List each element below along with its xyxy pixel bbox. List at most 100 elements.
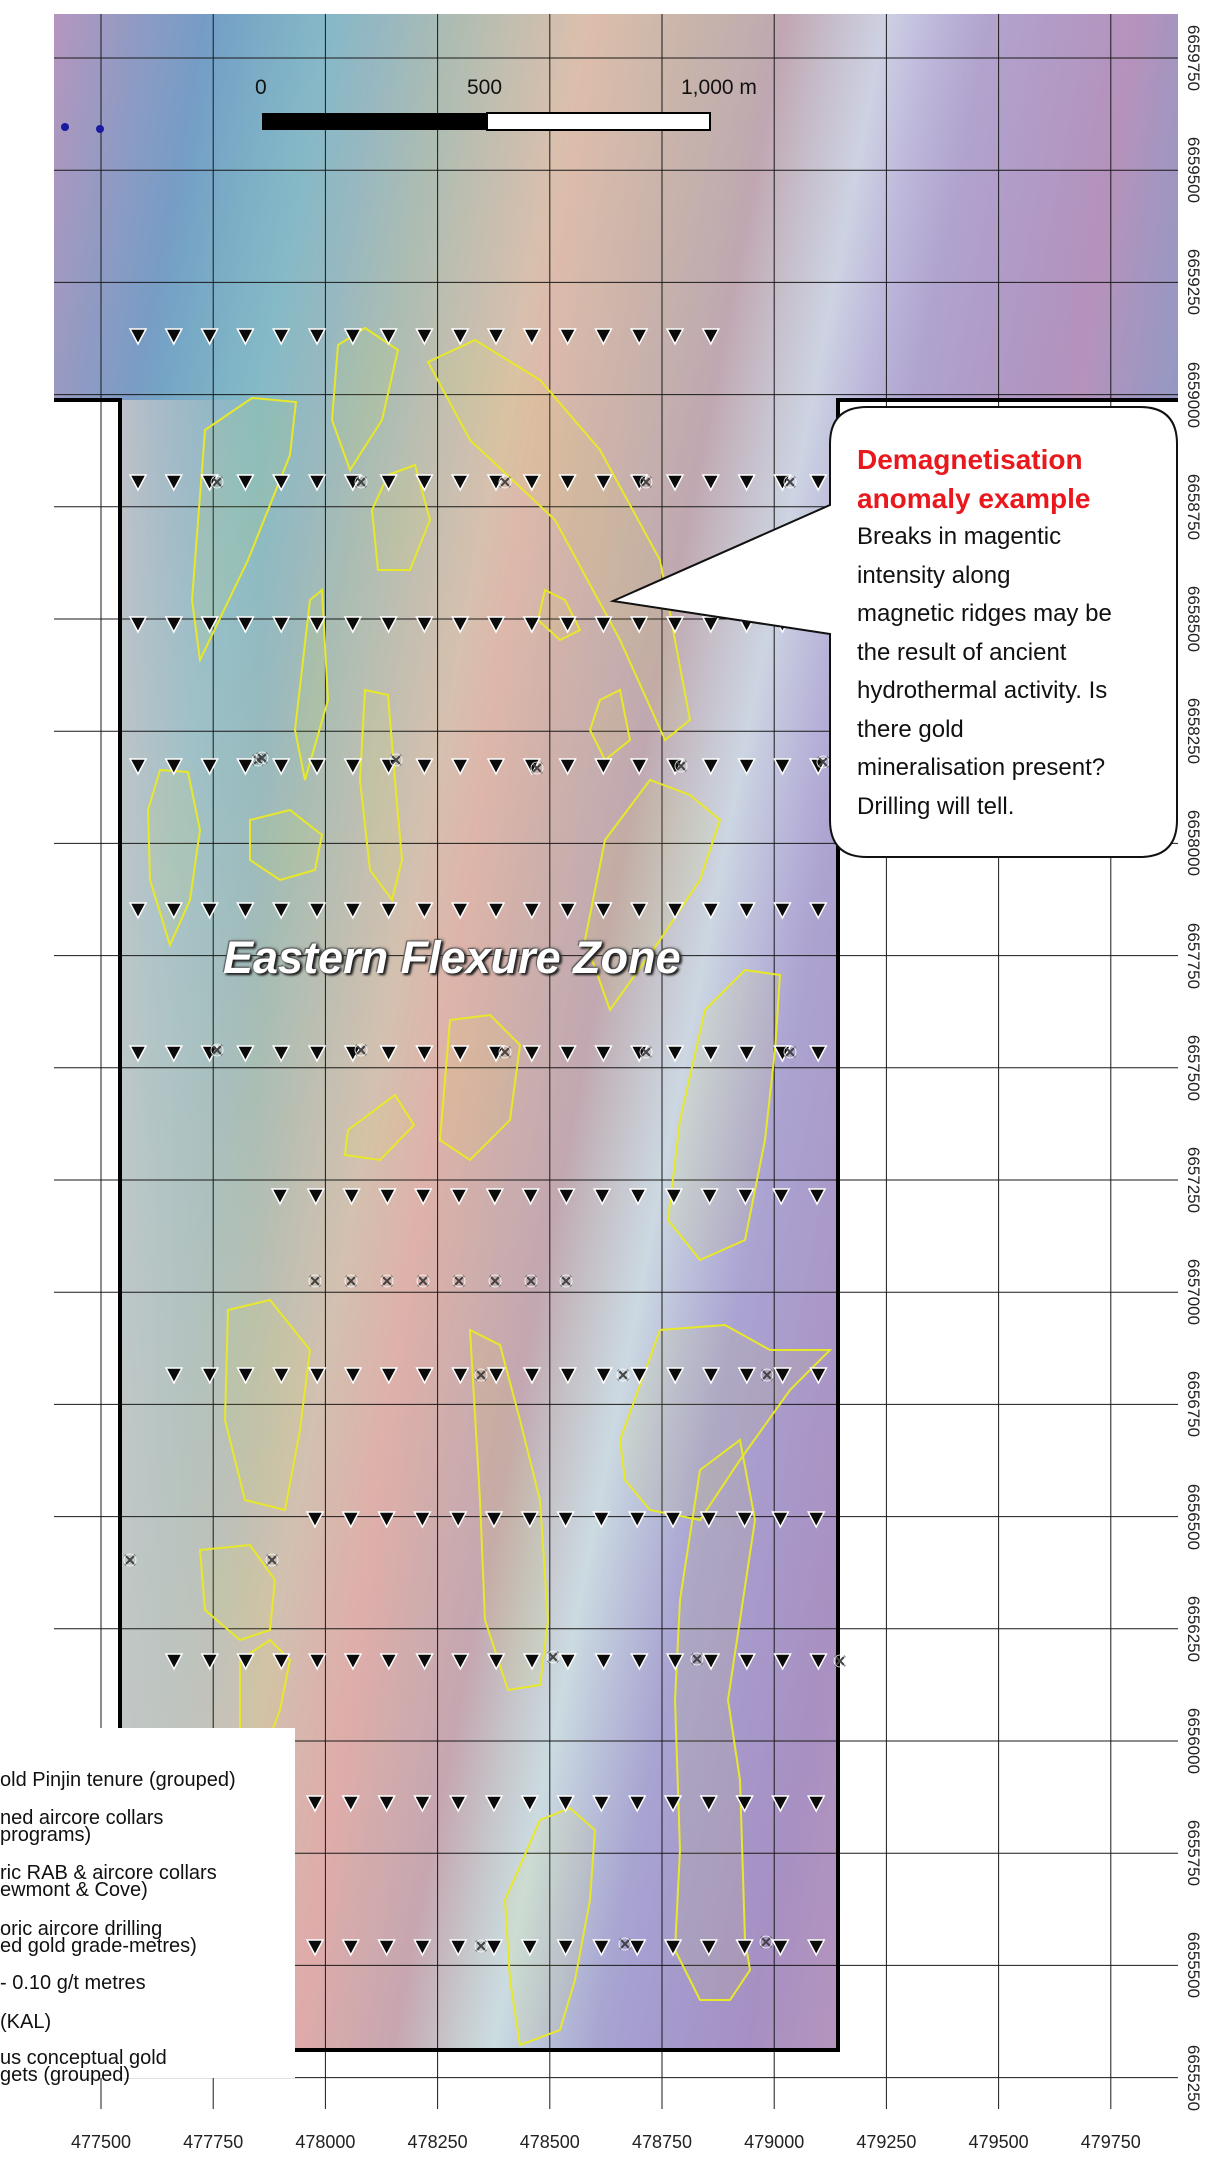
legend-item-grade-line-2: ed gold grade-metres) — [0, 1935, 197, 1957]
northing-label: 6655500 — [1184, 1932, 1203, 1999]
planned-collar-triangle — [701, 758, 721, 776]
legend-item-historic-line-1: ric RAB & aircore collars — [0, 1862, 217, 1884]
planned-collar-triangle — [200, 328, 219, 346]
northing-label: 6659250 — [1184, 249, 1203, 316]
historic-collar-cross — [690, 1652, 704, 1666]
planned-collar-triangle — [665, 328, 685, 346]
legend-item-grade-line-1: oric aircore drilling — [0, 1918, 163, 1940]
planned-collar-triangle — [806, 1939, 826, 1957]
planned-collar-triangle — [451, 1367, 470, 1385]
planned-collar-triangle — [270, 1188, 290, 1206]
planned-collar-triangle — [128, 758, 148, 776]
historic-collar-cross — [783, 475, 797, 489]
planned-collar-triangle — [200, 758, 219, 776]
planned-collar-triangle — [522, 1045, 542, 1063]
planned-collar-triangle — [594, 902, 613, 920]
historic-collar-cross — [559, 1274, 573, 1288]
historic-collar-cross — [488, 1274, 502, 1288]
planned-collar-triangle — [413, 1795, 432, 1813]
planned-collar-triangle — [773, 1653, 792, 1671]
planned-collar-triangle — [808, 474, 828, 492]
planned-collar-triangle — [629, 902, 649, 920]
planned-collar-triangle — [415, 474, 434, 492]
planned-collar-triangle — [271, 616, 291, 634]
planned-collar-triangle — [699, 1939, 719, 1957]
historic-collar-cross — [452, 1274, 466, 1288]
easting-label: 479250 — [856, 2132, 917, 2152]
planned-collar-triangle — [306, 1188, 326, 1206]
planned-collar-triangle — [415, 1653, 434, 1671]
planned-collar-triangle — [594, 1367, 613, 1385]
historic-collar-cross — [344, 1274, 358, 1288]
planned-collar-triangle — [272, 1367, 291, 1385]
planned-collar-triangle — [737, 474, 756, 492]
planned-collar-triangle — [737, 902, 756, 920]
planned-collar-triangle — [236, 1367, 255, 1385]
planned-collar-triangle — [594, 1045, 613, 1063]
historic-collar-cross — [674, 759, 688, 773]
planned-collar-triangle — [737, 758, 756, 776]
scale-label-1000: 1,000 m — [681, 76, 757, 99]
planned-collar-triangle — [450, 758, 470, 776]
planned-collar-triangle — [305, 1511, 325, 1529]
planned-collar-triangle — [701, 902, 721, 920]
callout-body-line-5: hydrothermal activity. Is — [857, 677, 1108, 704]
planned-collar-triangle — [592, 1795, 611, 1813]
northing-label: 6657000 — [1184, 1259, 1203, 1326]
target-polygon — [293, 587, 330, 781]
planned-collar-triangle — [664, 1188, 684, 1206]
planned-collar-triangle — [486, 902, 506, 920]
planned-collar-triangle — [164, 1367, 184, 1385]
planned-collar-triangle — [771, 1188, 791, 1206]
planned-collar-triangle — [164, 474, 184, 492]
planned-collar-triangle — [558, 902, 577, 920]
target-polygon — [343, 1093, 416, 1162]
planned-collar-triangle — [808, 902, 828, 920]
planned-collar-triangle — [663, 1939, 683, 1957]
target-polygon — [190, 396, 298, 664]
planned-collar-triangle — [415, 328, 434, 346]
planned-collar-triangle — [484, 1795, 504, 1813]
target-polygon — [503, 1806, 597, 2047]
planned-collar-triangle — [806, 1795, 826, 1813]
planned-collar-triangle — [558, 474, 577, 492]
target-polygon — [583, 778, 722, 1013]
planned-collar-triangle — [701, 1045, 721, 1063]
northing-label: 6656000 — [1184, 1707, 1203, 1775]
planned-collar-triangle — [307, 902, 327, 920]
planned-collar-triangle — [520, 1511, 540, 1529]
planned-collar-triangle — [486, 1045, 506, 1063]
planned-collar-triangle — [520, 1939, 540, 1957]
target-polygon — [426, 338, 692, 742]
planned-collar-triangle — [592, 1511, 611, 1529]
planned-collar-triangle — [128, 474, 148, 492]
planned-collar-triangle — [771, 1511, 790, 1529]
scale-bar — [262, 112, 711, 131]
target-polygon — [468, 1328, 550, 1692]
planned-collar-triangle — [128, 1045, 148, 1063]
callout-body-line-2: intensity along — [857, 561, 1011, 589]
planned-collar-triangle — [558, 328, 577, 346]
historic-collar-cross — [380, 1274, 394, 1288]
grade-dot — [61, 123, 69, 131]
planned-collar-triangle — [341, 1795, 361, 1813]
planned-collar-triangle — [448, 1795, 468, 1813]
planned-collar-triangle — [701, 616, 721, 634]
planned-collar-triangle — [448, 1511, 468, 1529]
planned-collar-triangle — [522, 328, 542, 346]
easting-label: 477500 — [70, 2132, 132, 2152]
planned-collar-triangle — [415, 616, 434, 634]
planned-collar-triangle — [379, 474, 398, 492]
planned-collar-triangle — [771, 1939, 790, 1957]
legend-item-planned-line-1: ned aircore collars — [0, 1807, 164, 1829]
planned-collar-triangle — [200, 1367, 220, 1385]
planned-collar-triangle — [485, 1188, 505, 1206]
planned-collar-triangle — [663, 1511, 683, 1529]
legend-item-kal: (KAL) — [0, 2011, 52, 2033]
planned-collar-triangle — [236, 1653, 255, 1671]
target-polygon — [223, 1298, 312, 1512]
callout-body-line-8: Drilling will tell. — [857, 792, 1015, 820]
planned-collar-triangle — [701, 328, 721, 346]
planned-collar-triangle — [594, 616, 613, 634]
